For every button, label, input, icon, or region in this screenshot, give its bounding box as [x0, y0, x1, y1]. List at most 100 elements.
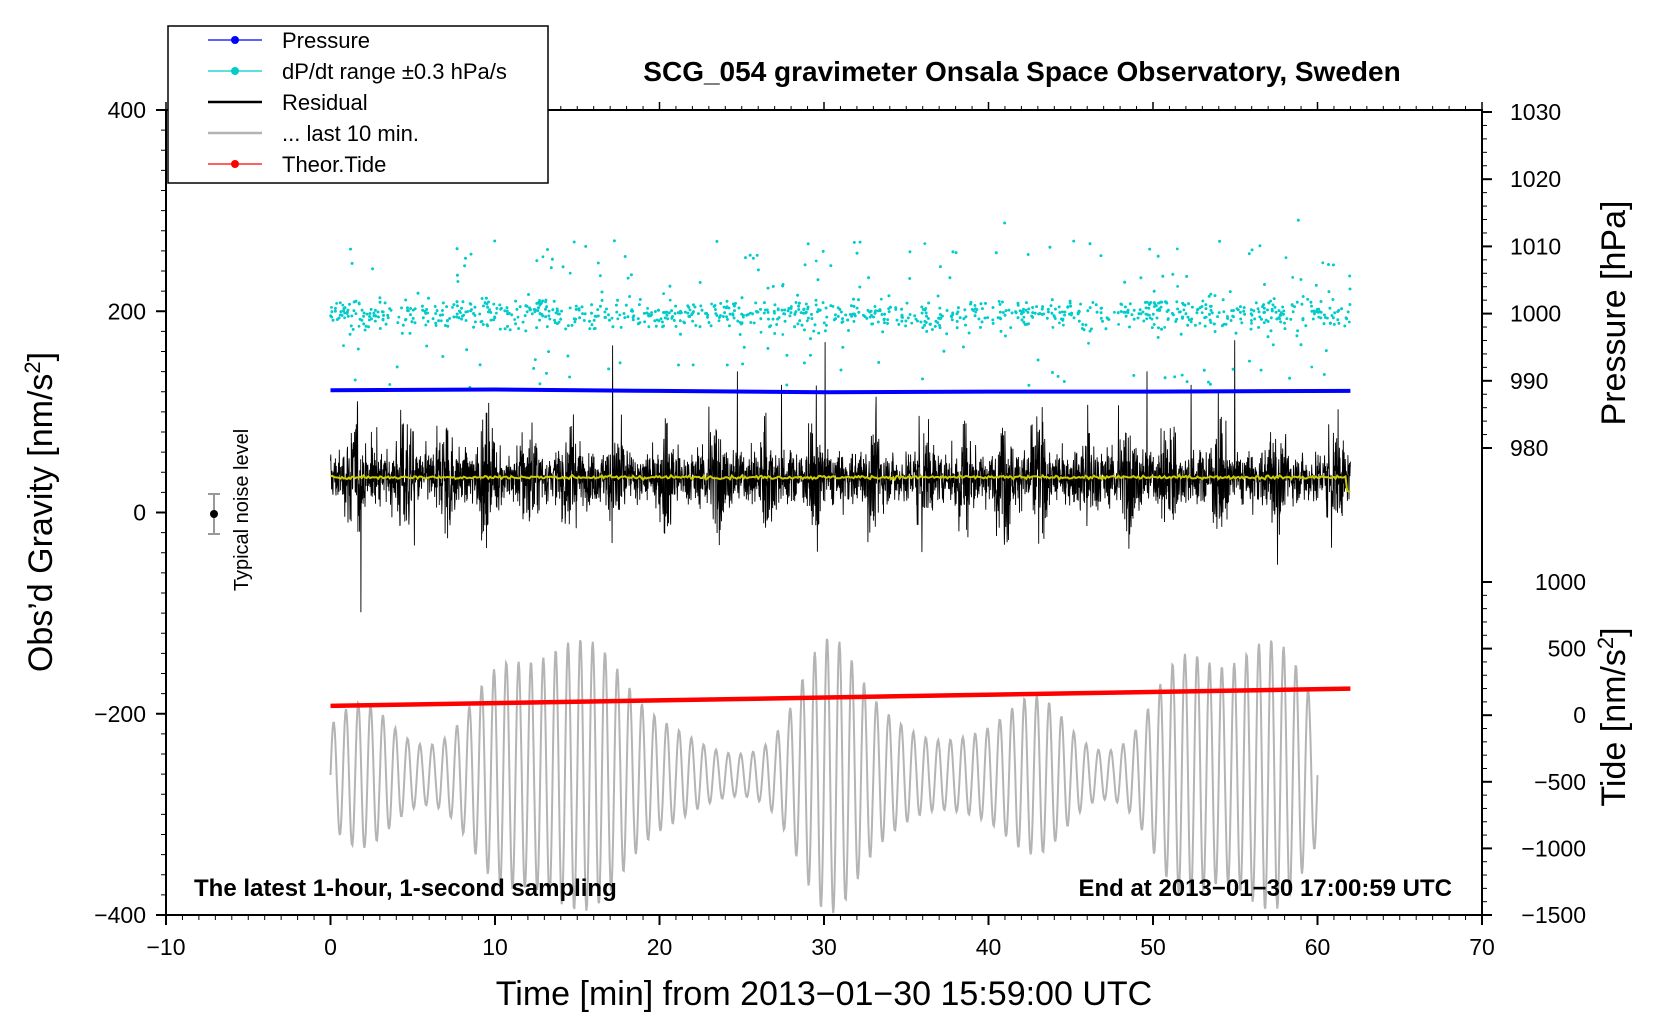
dpdt-point [817, 309, 821, 312]
dpdt-point [1164, 300, 1168, 304]
dpdt-point [523, 314, 527, 317]
dpdt-point [1061, 317, 1065, 321]
dpdt-point [727, 306, 731, 310]
dpdt-point [836, 306, 840, 310]
dpdt-point [670, 309, 673, 313]
dpdt-point [661, 320, 664, 324]
dpdt-point [348, 332, 352, 336]
dpdt-point [1285, 317, 1289, 320]
dpdt-point [706, 313, 709, 317]
dpdt-point [1124, 314, 1128, 318]
dpdt-point [878, 308, 882, 312]
dpdt-point [1250, 322, 1253, 325]
dpdt-point [816, 278, 820, 282]
dpdt-point [536, 309, 540, 312]
dpdt-point [1027, 322, 1030, 326]
dpdt-point [619, 326, 623, 329]
dpdt-point [871, 322, 874, 326]
dpdt-point [766, 286, 770, 290]
dpdt-point [839, 368, 843, 372]
dpdt-point [974, 310, 978, 314]
dpdt-point [577, 308, 581, 312]
dpdt-point [493, 315, 496, 319]
pressure-tick-label: 1020 [1510, 166, 1561, 192]
dpdt-point [1091, 301, 1095, 304]
dpdt-point [1312, 309, 1316, 313]
dpdt-point [771, 285, 775, 288]
dpdt-point [998, 310, 1002, 314]
dpdt-point [809, 337, 812, 341]
dpdt-point [1269, 329, 1273, 333]
dpdt-point [1003, 221, 1007, 225]
dpdt-point [1026, 311, 1030, 314]
dpdt-point [583, 312, 587, 316]
dpdt-point [515, 308, 519, 311]
dpdt-point [1187, 318, 1191, 322]
dpdt-point [348, 302, 351, 306]
dpdt-point [697, 312, 700, 315]
dpdt-point [1301, 295, 1305, 298]
dpdt-point [370, 317, 373, 321]
dpdt-point [1003, 313, 1007, 317]
dpdt-point [942, 349, 946, 353]
dpdt-point [460, 306, 463, 310]
dpdt-point [360, 318, 364, 322]
dpdt-point [566, 354, 570, 358]
dpdt-point [1062, 323, 1065, 327]
dpdt-point [461, 300, 465, 304]
dpdt-point [618, 313, 622, 317]
dpdt-point [1281, 305, 1285, 309]
dpdt-point [338, 301, 342, 305]
dpdt-point [933, 325, 937, 328]
dpdt-point [546, 248, 549, 251]
dpdt-point [424, 312, 428, 315]
dpdt-point [964, 315, 968, 319]
dpdt-point [421, 308, 425, 312]
dpdt-point [1324, 349, 1328, 352]
dpdt-point [929, 322, 932, 326]
dpdt-point [803, 263, 807, 267]
dpdt-point [1208, 318, 1212, 322]
dpdt-point [1079, 302, 1082, 306]
dpdt-point [1184, 312, 1188, 316]
dpdt-point [630, 273, 633, 277]
dpdt-point [1046, 307, 1050, 311]
dpdt-point [505, 306, 509, 310]
dpdt-point [613, 239, 616, 243]
dpdt-point [401, 323, 405, 327]
pressure-tick-label: 990 [1510, 368, 1548, 394]
dpdt-point [603, 316, 607, 319]
dpdt-point [1095, 310, 1099, 314]
dpdt-point [1217, 311, 1221, 314]
dpdt-point [1033, 311, 1037, 315]
legend-box [167, 25, 549, 184]
dpdt-point [1195, 311, 1199, 315]
dpdt-point [350, 314, 354, 318]
dpdt-point [1031, 311, 1035, 314]
dpdt-point [517, 327, 520, 330]
dpdt-point [1094, 303, 1098, 307]
dpdt-point [343, 306, 347, 310]
dpdt-point [1160, 327, 1163, 331]
dpdt-point [1331, 298, 1335, 301]
dpdt-point [1327, 290, 1331, 293]
dpdt-point [724, 306, 728, 310]
dpdt-point [1284, 256, 1288, 259]
dpdt-point [679, 332, 682, 336]
dpdt-point [1200, 311, 1204, 314]
dpdt-point [1332, 323, 1336, 326]
dpdt-point [841, 345, 845, 349]
dpdt-point [1031, 315, 1035, 319]
dpdt-point [927, 301, 930, 305]
dpdt-point [1266, 335, 1270, 339]
dpdt-point [1053, 317, 1057, 320]
dpdt-point [1333, 311, 1337, 315]
dpdt-point [1260, 317, 1263, 321]
dpdt-point [728, 324, 731, 328]
dpdt-point [1259, 368, 1263, 372]
dpdt-point [925, 314, 928, 318]
dpdt-point [618, 361, 622, 365]
dpdt-point [444, 324, 447, 327]
dpdt-point [1288, 376, 1291, 380]
dpdt-point [600, 290, 604, 294]
